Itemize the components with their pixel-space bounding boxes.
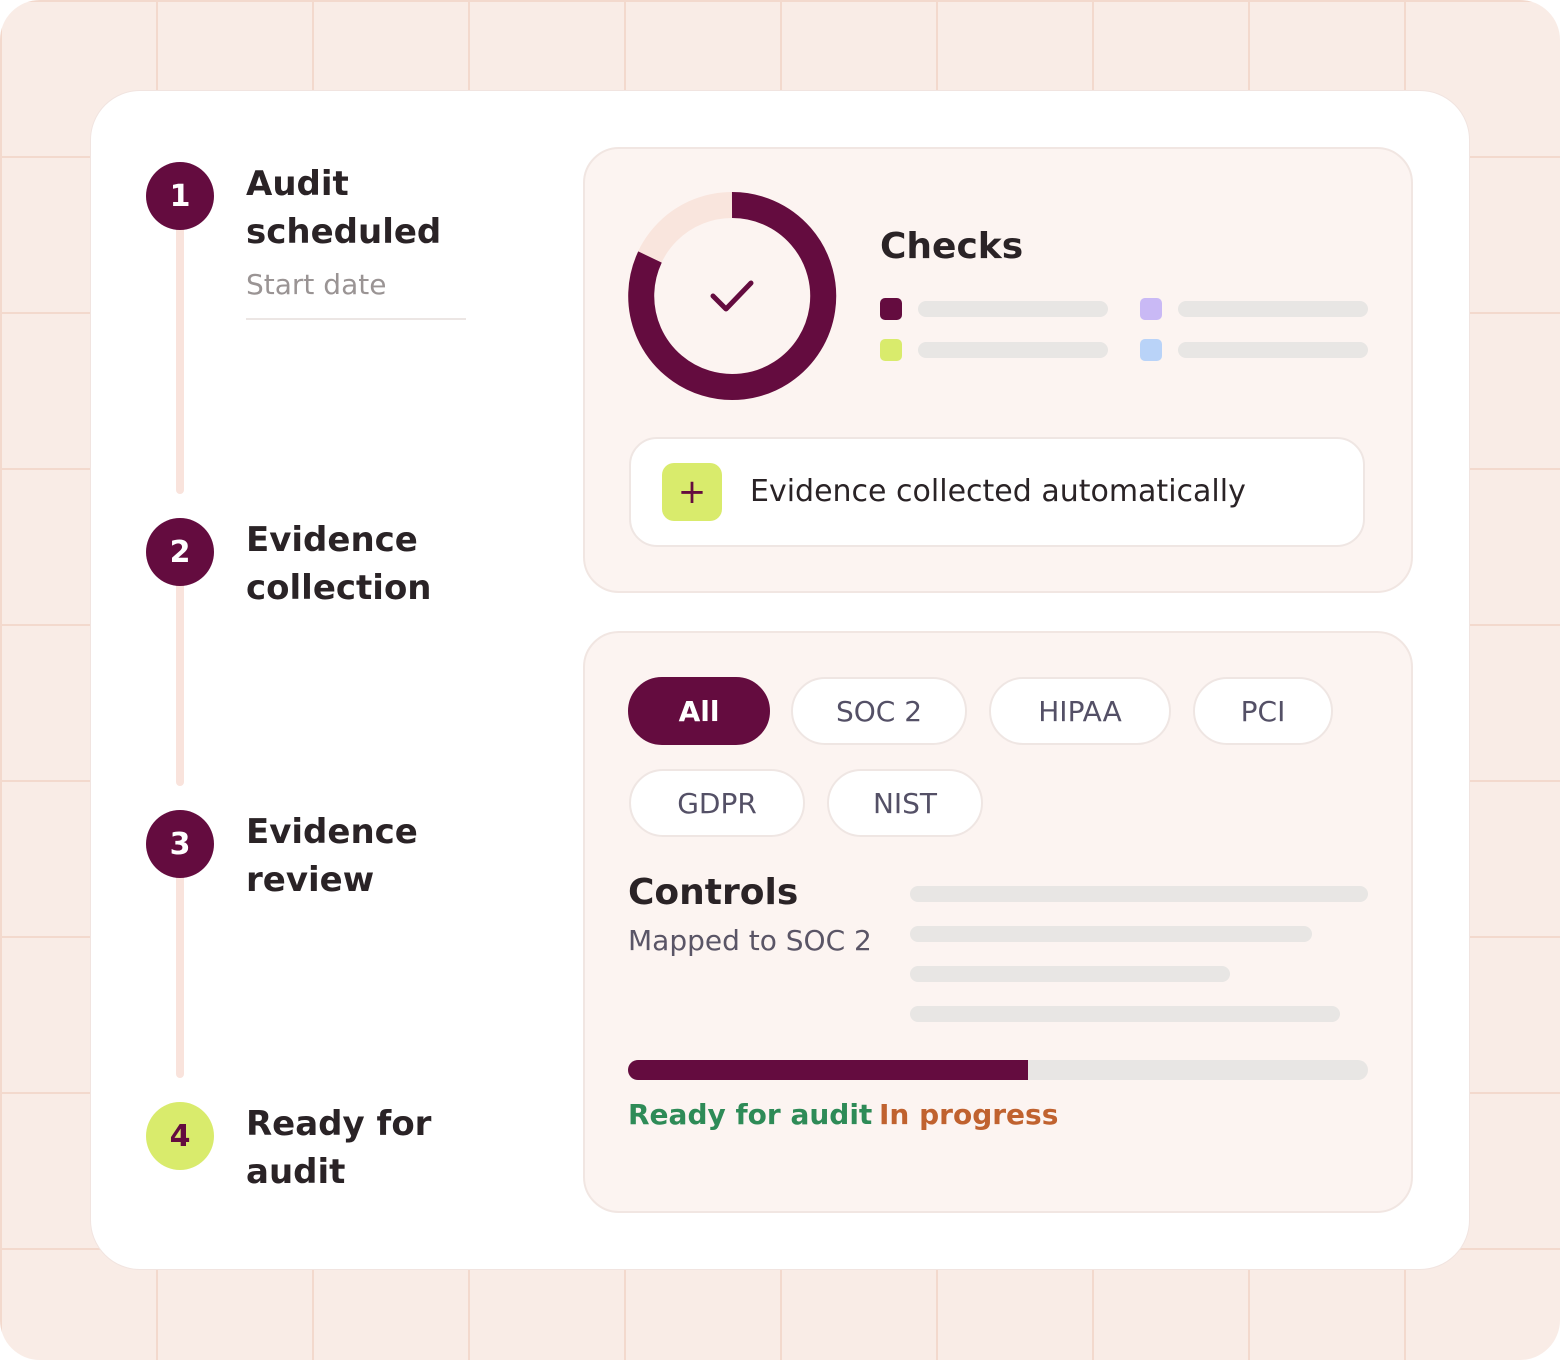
filter-pill-active[interactable]: All xyxy=(628,677,770,745)
placeholder-line xyxy=(910,886,1368,902)
step-connector xyxy=(176,844,184,1078)
filter-pill[interactable]: GDPR xyxy=(629,769,805,837)
placeholder-line xyxy=(910,966,1230,982)
step-number: 2 xyxy=(146,518,214,586)
donut-arc xyxy=(628,192,837,400)
check-icon xyxy=(710,280,754,312)
plus-icon: + xyxy=(662,463,722,521)
step-title: Audit xyxy=(246,164,349,204)
progress-track xyxy=(628,1060,1368,1080)
filter-pill[interactable]: HIPAA xyxy=(989,677,1171,745)
placeholder-line xyxy=(918,301,1108,317)
step-title: review xyxy=(246,860,375,900)
step-title: Evidence xyxy=(246,812,418,852)
status-ready: Ready for audit xyxy=(628,1098,873,1131)
step-number: 1 xyxy=(146,162,214,230)
step-number: 4 xyxy=(146,1102,214,1170)
controls-title: Controls xyxy=(628,872,799,913)
placeholder-line xyxy=(1178,301,1368,317)
step-title: scheduled xyxy=(246,212,442,252)
step-number: 3 xyxy=(146,810,214,878)
legend-swatch xyxy=(1140,339,1162,361)
placeholder-line xyxy=(918,342,1108,358)
step-connector xyxy=(176,552,184,786)
step-title: Evidence xyxy=(246,520,418,560)
step-subtitle: Start date xyxy=(246,268,387,301)
progress-fill xyxy=(628,1060,1028,1080)
evidence-label: Evidence collected automatically xyxy=(750,474,1246,509)
filter-pill[interactable]: SOC 2 xyxy=(791,677,967,745)
step-title: collection xyxy=(246,568,432,608)
checks-title: Checks xyxy=(880,226,1024,267)
placeholder-line xyxy=(910,926,1312,942)
evidence-box xyxy=(629,437,1365,547)
divider xyxy=(246,318,466,320)
legend-swatch xyxy=(880,339,902,361)
controls-subtitle: Mapped to SOC 2 xyxy=(628,924,872,957)
legend-swatch xyxy=(880,298,902,320)
placeholder-line xyxy=(1178,342,1368,358)
donut xyxy=(628,192,837,400)
filter-pill[interactable]: PCI xyxy=(1193,677,1333,745)
step-connector xyxy=(176,196,184,494)
placeholder-line xyxy=(910,1006,1340,1022)
status-in-progress: In progress xyxy=(879,1098,1059,1131)
step-title: Ready for xyxy=(246,1104,432,1144)
filter-pill[interactable]: NIST xyxy=(827,769,983,837)
step-title: audit xyxy=(246,1152,346,1192)
legend-swatch xyxy=(1140,298,1162,320)
